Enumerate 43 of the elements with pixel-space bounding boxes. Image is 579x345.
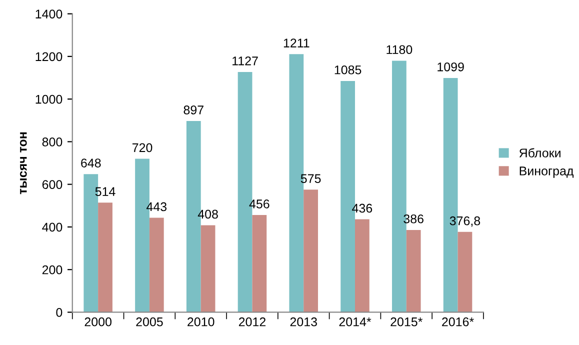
y-axis-title: тысяч тон [20, 132, 27, 194]
x-tick-label: 2000 [84, 317, 112, 326]
bar [98, 202, 112, 312]
x-tick-label: 2010 [188, 317, 214, 326]
data-label: 897 [184, 106, 204, 114]
x-tick-label: 2013 [290, 317, 317, 326]
y-tick-label: 1000 [36, 94, 62, 104]
y-tick-label: 400 [42, 222, 62, 232]
y-tick-label: 200 [42, 265, 62, 274]
data-label: 376,8 [450, 216, 480, 227]
data-label: 456 [249, 200, 270, 208]
x-tick-label: 2015* [390, 317, 423, 326]
y-tick-label: 600 [42, 180, 62, 189]
x-tick-label: 2016* [442, 317, 474, 326]
y-tick-label: 0 [56, 308, 62, 317]
data-label: 443 [146, 202, 167, 212]
x-tick-label: 2012 [238, 317, 266, 326]
data-label: 436 [352, 204, 372, 213]
data-label: 514 [95, 187, 116, 196]
data-label: 386 [404, 214, 424, 224]
legend-label: Виноград [520, 166, 574, 178]
data-label: 408 [198, 210, 218, 219]
bar [304, 190, 318, 312]
x-tick-label: 2014* [339, 317, 372, 326]
bar [355, 219, 370, 312]
data-label: 1211 [284, 38, 310, 48]
data-label: 720 [132, 143, 152, 152]
data-label: 1180 [386, 45, 412, 54]
bar [149, 218, 164, 312]
bar [252, 215, 267, 312]
y-tick-label: 1400 [36, 10, 62, 18]
bar [458, 232, 472, 312]
data-label: 1127 [232, 56, 258, 66]
bar [406, 230, 421, 312]
x-tick-label: 2005 [136, 317, 163, 326]
data-label: 648 [81, 158, 101, 168]
bar [200, 225, 216, 312]
data-label: 1099 [438, 62, 464, 72]
data-label: 575 [300, 174, 321, 184]
data-label: 1085 [334, 65, 362, 74]
legend-label: Яблоки [519, 148, 560, 158]
y-tick-label: 800 [42, 137, 62, 146]
y-tick-label: 1200 [36, 52, 62, 62]
